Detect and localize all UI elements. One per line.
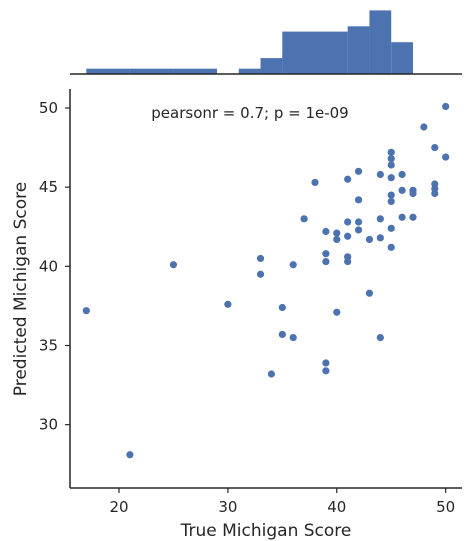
correlation-annotation: pearsonr = 0.7; p = 1e-09 xyxy=(151,104,348,122)
scatter-point xyxy=(311,178,319,187)
x-tick-label: 40 xyxy=(327,498,346,516)
histogram-bar xyxy=(347,26,370,74)
scatter-point xyxy=(300,215,308,223)
scatter-point xyxy=(387,174,395,182)
scatter-point xyxy=(126,451,134,459)
scatter-point xyxy=(376,170,384,179)
y-tick-label: 40 xyxy=(39,257,58,275)
scatter-point xyxy=(278,330,286,339)
histogram-bar xyxy=(391,42,413,74)
histogram-bar xyxy=(173,68,217,74)
scatter-point xyxy=(387,191,395,199)
scatter-point xyxy=(387,155,395,163)
scatter-point xyxy=(256,270,265,278)
scatter-point xyxy=(322,359,330,367)
scatter-point xyxy=(344,232,352,240)
scatter-point xyxy=(169,261,178,269)
scatter-point xyxy=(354,218,363,226)
scatter-point xyxy=(289,261,297,269)
y-axis-label: Predicted Michigan Score xyxy=(11,182,31,396)
scatter-point xyxy=(409,213,417,221)
scatter-point xyxy=(376,215,384,223)
scatter-points xyxy=(82,102,450,459)
scatter-point xyxy=(344,175,352,183)
scatter-point xyxy=(409,189,417,198)
scatter-point xyxy=(387,161,395,169)
scatter-point xyxy=(387,224,395,232)
scatter-point xyxy=(398,186,406,194)
scatter-point xyxy=(376,333,384,342)
x-tick-label: 30 xyxy=(218,498,237,516)
scatter-point xyxy=(431,189,439,198)
scatter-point xyxy=(431,143,439,152)
histogram-bar xyxy=(129,68,174,74)
y-tick-label: 45 xyxy=(39,178,58,196)
scatter-point xyxy=(267,370,276,378)
scatter-point xyxy=(333,308,341,316)
scatter-point xyxy=(387,148,395,156)
scatter-point xyxy=(398,170,406,179)
scatter-point xyxy=(354,167,363,175)
scatter-point xyxy=(376,234,384,242)
scatter-point xyxy=(442,102,450,111)
scatter-point xyxy=(322,257,330,266)
scatter-point xyxy=(278,303,286,312)
y-tick-label: 35 xyxy=(39,337,58,355)
histogram-bar xyxy=(260,58,283,74)
histogram-bar xyxy=(369,10,392,74)
scatter-point xyxy=(387,243,395,251)
scatter-point xyxy=(442,153,450,161)
scatter-point xyxy=(82,307,90,315)
y-axis-ticks: 30 35 40 45 50 xyxy=(39,99,70,434)
scatter-point xyxy=(333,229,341,237)
scatter-point xyxy=(354,226,363,234)
scatter-point xyxy=(398,213,406,221)
histogram-bar xyxy=(282,31,348,75)
scatter-point xyxy=(354,196,363,204)
scatter-point xyxy=(224,300,232,308)
x-tick-label: 20 xyxy=(109,498,128,516)
scatter-point xyxy=(344,218,352,226)
scatter-point xyxy=(365,235,374,244)
scatter-point xyxy=(322,227,330,236)
scatter-point xyxy=(289,333,297,342)
scatter-point xyxy=(387,197,395,206)
histogram-bar xyxy=(86,68,130,74)
x-axis-label: True Michigan Score xyxy=(180,521,352,541)
histogram-bar xyxy=(238,68,261,74)
y-tick-label: 50 xyxy=(39,99,58,117)
scatter-point xyxy=(256,254,265,263)
scatter-point xyxy=(322,367,330,375)
scatter-point xyxy=(333,235,341,244)
y-tick-label: 30 xyxy=(39,416,58,434)
scatter-point xyxy=(420,123,428,131)
marginal-histogram xyxy=(86,10,413,75)
scatter-point xyxy=(344,257,352,266)
x-tick-label: 50 xyxy=(436,498,455,516)
scatter-point xyxy=(322,250,330,258)
x-axis-ticks: 20 30 40 50 xyxy=(109,488,455,516)
scatter-point xyxy=(365,289,374,297)
